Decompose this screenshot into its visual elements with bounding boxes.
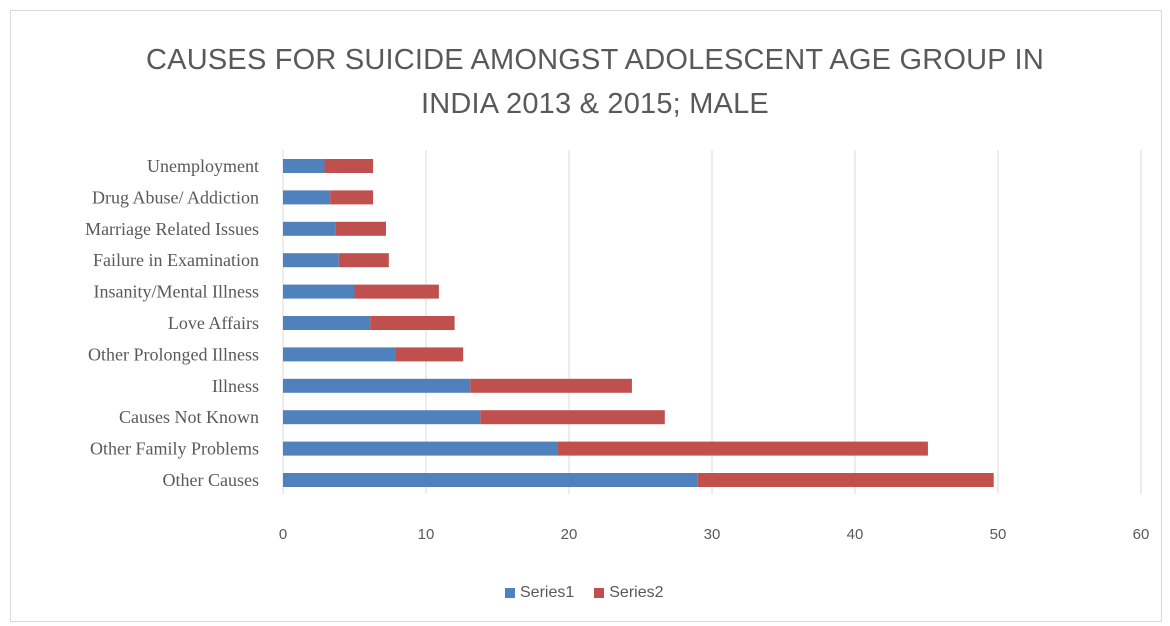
category-label: Marriage Related Issues	[85, 219, 259, 239]
bar-series2	[324, 159, 374, 173]
bars	[283, 159, 994, 487]
category-label: Other Family Problems	[90, 439, 259, 459]
bar-series2	[335, 221, 386, 236]
bar-series1	[283, 473, 698, 487]
legend-item: Series2	[594, 584, 664, 602]
bar-series1	[283, 284, 355, 299]
bar-series1	[283, 441, 558, 456]
bar-series1	[283, 253, 339, 268]
legend-item: Series1	[505, 584, 574, 602]
legend-label: Series1	[520, 584, 575, 601]
x-tick-label: 60	[1133, 526, 1150, 543]
category-label: Other Causes	[163, 470, 259, 490]
bar-series1	[283, 378, 471, 393]
category-label: Other Prolonged Illness	[88, 344, 259, 364]
category-labels: Unemployment Drug Abuse/ Addiction Marriag…	[85, 156, 259, 490]
x-tick-label: 30	[704, 526, 721, 543]
bar-series1	[283, 410, 481, 425]
x-tick-label: 40	[847, 526, 864, 543]
legend-swatch	[594, 588, 605, 598]
gridlines	[282, 150, 1142, 494]
category-label: Insanity/Mental Illness	[94, 282, 259, 302]
bar-series1	[283, 159, 325, 173]
legend-swatch	[505, 588, 515, 598]
category-label: Drug Abuse/ Addiction	[92, 187, 259, 207]
bar-series2	[370, 316, 455, 330]
chart-title-line-2: INDIA 2013 & 2015; MALE	[421, 88, 769, 120]
x-tick-label: 50	[990, 526, 1007, 543]
category-label: Unemployment	[147, 156, 259, 176]
bar-series2	[354, 284, 439, 299]
chart-title-line-1: CAUSES FOR SUICIDE AMONGST ADOLESCENT AG…	[146, 44, 1044, 76]
legend-label: Series2	[609, 584, 664, 601]
category-label: Love Affairs	[168, 313, 259, 333]
bar-series1	[283, 316, 371, 330]
legend: Series1 Series2	[505, 584, 684, 602]
bar-series1	[283, 221, 336, 236]
category-label: Causes Not Known	[119, 407, 259, 427]
bar-series1	[283, 190, 331, 205]
x-tick-label: 0	[279, 526, 287, 543]
category-label: Failure in Examination	[93, 250, 259, 270]
chart-frame	[10, 10, 1162, 622]
bar-series2	[338, 253, 389, 268]
bar-series2	[395, 347, 464, 362]
bar-series2	[480, 410, 665, 425]
x-axis-tick-labels: 0 10 20 30 40 50 60	[279, 526, 1150, 543]
chart-title: CAUSES FOR SUICIDE AMONGST ADOLESCENT AG…	[0, 38, 1170, 126]
x-tick-label: 10	[418, 526, 435, 543]
category-label: Illness	[212, 376, 259, 396]
bar-series2	[470, 378, 632, 393]
x-tick-label: 20	[561, 526, 578, 543]
bar-series1	[283, 347, 396, 362]
bar-series2	[330, 190, 374, 205]
bar-series2	[697, 473, 994, 487]
bar-series2	[557, 441, 928, 456]
